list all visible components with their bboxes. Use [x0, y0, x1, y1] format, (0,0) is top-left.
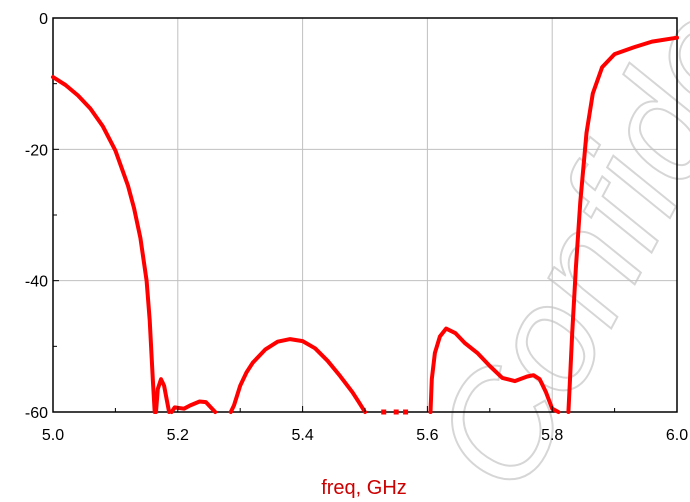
y-axis: 0 -20 -40 -60 — [25, 11, 59, 422]
series-line-segment — [428, 326, 561, 414]
y-tick-label: -60 — [25, 405, 48, 422]
x-tick-label: 5.4 — [291, 427, 313, 444]
series-line-segment — [566, 35, 679, 414]
x-tick-label: 5.8 — [541, 427, 563, 444]
x-axis: 5.0 5.2 5.4 5.6 5.8 6.0 — [42, 406, 688, 444]
x-tick-label: 5.2 — [167, 427, 189, 444]
x-tick-label: 6.0 — [666, 427, 688, 444]
y-tick-label: -40 — [25, 274, 48, 291]
series-point — [403, 409, 409, 415]
series-point — [381, 409, 387, 415]
series-point — [393, 409, 399, 415]
series-line-segment — [51, 75, 157, 414]
series-layer — [51, 35, 679, 415]
series-line-segment — [169, 399, 218, 414]
y-tick-label: 0 — [39, 11, 48, 28]
x-axis-label: freq, GHz — [321, 477, 407, 499]
x-tick-label: 5.0 — [42, 427, 64, 444]
x-tick-label: 5.6 — [416, 427, 438, 444]
series-line-segment — [228, 337, 367, 414]
series-line-segment — [154, 377, 172, 414]
y-tick-label: -20 — [25, 142, 48, 159]
